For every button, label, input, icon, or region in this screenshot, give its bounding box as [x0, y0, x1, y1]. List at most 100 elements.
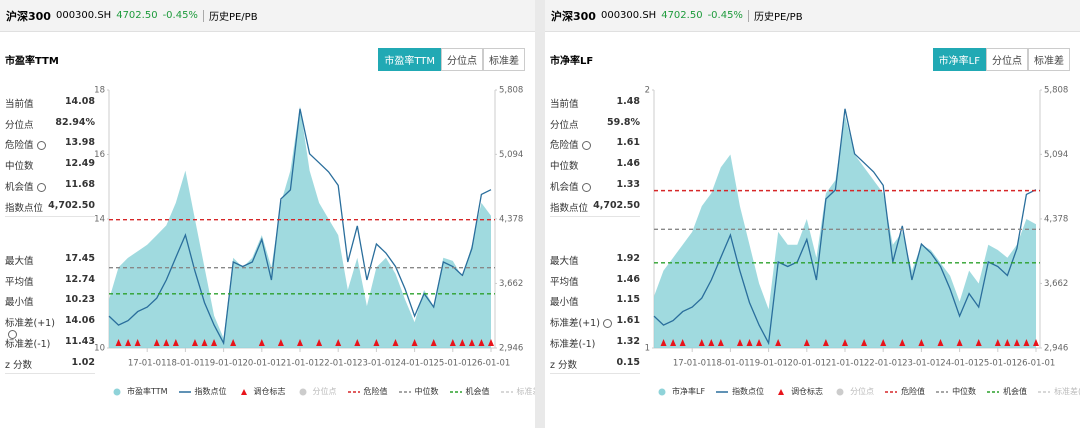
x-tick-label: 23-01-01: [902, 359, 941, 369]
signal-marker: [277, 339, 284, 346]
y-tick-label: 10: [94, 344, 105, 354]
stat-row: 机会值 1.33: [550, 179, 640, 193]
legend-item[interactable]: 市盈率TTM: [110, 386, 168, 397]
stat-label-text: 分位点: [5, 119, 34, 131]
signal-marker: [163, 339, 170, 346]
signal-marker: [775, 339, 782, 346]
stat-label-text: 当前值: [5, 99, 34, 110]
signal-marker: [478, 339, 485, 346]
x-tick-label: 24-01-01: [940, 359, 979, 369]
legend-icon: [178, 390, 191, 393]
tab[interactable]: 分位点: [441, 48, 483, 71]
separator: [747, 9, 749, 22]
signal-marker: [153, 339, 160, 346]
signal-marker: [468, 339, 475, 346]
tab[interactable]: 分位点: [986, 48, 1028, 71]
legend-item[interactable]: 中位数: [935, 386, 976, 397]
area: [109, 106, 491, 348]
stat-label: 当前值: [5, 96, 34, 110]
legend-item[interactable]: 机会值: [986, 386, 1027, 397]
stat-label-text: 中位数: [5, 161, 34, 173]
stat-label: 指数点位: [5, 200, 43, 214]
x-tick-label: 25-01-01: [434, 359, 473, 369]
stat-label: 平均值: [5, 274, 34, 288]
stat-label: 当前值: [550, 96, 579, 110]
stat-value: 17.45: [64, 253, 95, 264]
stat-value: 1.92: [616, 253, 640, 264]
stat-row: 中位数 1.46: [550, 158, 640, 172]
legend-item[interactable]: 机会值: [449, 386, 490, 397]
stat-value: 11.43: [64, 335, 95, 347]
tab[interactable]: 市盈率TTM: [378, 48, 441, 71]
legend-item[interactable]: 标准差(+1): [500, 386, 535, 397]
stat-label: 最小值: [550, 294, 579, 308]
stat-label-text: 当前值: [550, 99, 579, 110]
stat-label: 标准差(-1): [550, 336, 595, 350]
legend-icon: [113, 388, 121, 395]
legend-label: 危险值: [363, 387, 388, 396]
legend-label: 调仓标志: [791, 387, 824, 396]
signal-marker: [230, 339, 237, 346]
info-icon: [602, 319, 612, 329]
legend-icon: [987, 390, 1000, 393]
legend-triangle: [778, 388, 785, 395]
tab[interactable]: 标准差: [1028, 48, 1070, 71]
chart: 1 2 2,946 3,662 4,378 5,094 5,808 17-01-01 18-01…: [645, 86, 1069, 369]
history-link[interactable]: 历史PE/PB: [208, 12, 258, 23]
stat-value: 1.33: [616, 178, 640, 190]
stat-row: 标准差(+1) 14.06: [5, 315, 95, 340]
legend-item[interactable]: 调仓标志: [237, 386, 286, 397]
stat-label-text: 标准差(+1): [5, 318, 55, 330]
stat-value: 1.32: [616, 335, 640, 347]
tab[interactable]: 标准差: [483, 48, 525, 71]
legend-item[interactable]: 指数点位: [715, 386, 764, 397]
legend-item[interactable]: 中位数: [398, 386, 439, 397]
stat-label-text: 最大值: [5, 256, 34, 267]
legend-item[interactable]: 调仓标志: [774, 386, 823, 397]
stat-row: 危险值 13.98: [5, 137, 95, 151]
panel: 沪深300 000300.SH 4702.50 -0.45% 历史PE/PB 市盈率TTM…: [0, 0, 535, 428]
stat-value: 10.23: [64, 294, 95, 306]
x-tick-label: 21-01-01: [826, 359, 865, 369]
signal-marker: [191, 339, 198, 346]
legend-label: 标准差(+1): [1054, 387, 1080, 396]
legend-icon: [936, 390, 949, 393]
y2-tick-label: 2,946: [1044, 344, 1068, 354]
stat-value: 59.8%: [607, 116, 640, 128]
index-line: [108, 108, 492, 346]
legend-item[interactable]: 危险值: [884, 386, 925, 397]
signal-marker: [746, 339, 753, 346]
legend-item[interactable]: 分位点: [833, 386, 874, 397]
stat-value: 1.15: [616, 294, 640, 306]
tabs: 市盈率TTM 分位点 标准差: [378, 48, 525, 71]
legend-item[interactable]: 指数点位: [178, 386, 227, 397]
stat-row: 当前值 14.08: [5, 96, 95, 110]
stat-label-text: 最大值: [550, 256, 579, 267]
legend-item[interactable]: 市净率LF: [655, 386, 705, 397]
legend-item[interactable]: 危险值: [347, 386, 388, 397]
legend-label: 机会值: [465, 387, 490, 396]
stat-row: z 分数 0.15: [550, 357, 640, 371]
panel: 沪深300 000300.SH 4702.50 -0.45% 历史PE/PB 市净率LF 市…: [545, 0, 1080, 428]
legend-item[interactable]: 标准差(+1): [1037, 386, 1080, 397]
legend-icon: [240, 388, 247, 395]
y2-tick-label: 4,378: [1044, 214, 1068, 224]
legend-icon: [449, 390, 462, 393]
x-tick-label: 19-01-01: [749, 359, 788, 369]
history-link[interactable]: 历史PE/PB: [753, 12, 803, 23]
index-line: [653, 108, 1037, 346]
signal-marker: [488, 339, 494, 346]
legend-item[interactable]: 分位点: [296, 386, 337, 397]
signal-marker: [708, 339, 715, 346]
stat-value: 4,702.50: [48, 199, 95, 211]
y2-tick-label: 3,662: [1044, 279, 1068, 289]
stat-row: 标准差(-1) 11.43: [5, 336, 95, 350]
stat-label-text: 中位数: [550, 161, 579, 173]
tab[interactable]: 市净率LF: [932, 48, 986, 71]
signal-marker: [1023, 339, 1030, 346]
index-code: 000300.SH: [55, 10, 112, 21]
legend: 市盈率TTM指数点位调仓标志分位点危险值中位数机会值标准差(+1)平均值标准差(…: [110, 386, 535, 397]
stat-row: 标准差(-1) 1.32: [550, 336, 640, 350]
legend-label: 市盈率TTM: [127, 387, 168, 396]
stat-label: 危险值: [5, 137, 46, 151]
